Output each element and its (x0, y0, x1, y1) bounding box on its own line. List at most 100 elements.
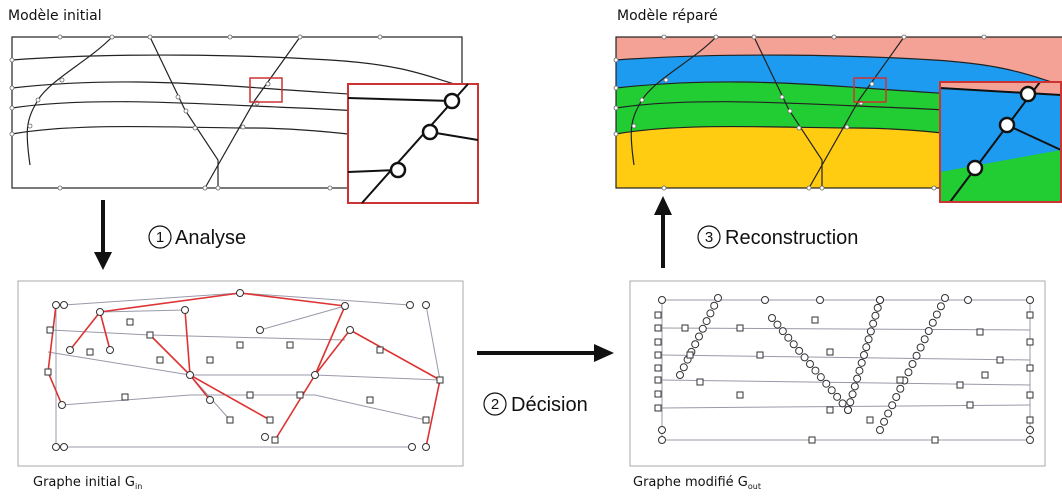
node (655, 377, 661, 383)
node (817, 374, 824, 381)
node (1027, 312, 1033, 318)
zoom-marker (250, 78, 282, 102)
node (207, 357, 213, 363)
node (807, 361, 814, 368)
node (207, 397, 214, 404)
node (147, 332, 153, 338)
node (865, 336, 872, 343)
node (874, 304, 881, 311)
node (655, 391, 661, 397)
node (762, 297, 769, 304)
node (377, 347, 383, 353)
node (823, 380, 830, 387)
node (407, 302, 414, 309)
node (867, 417, 873, 423)
node (67, 347, 74, 354)
node (929, 319, 936, 326)
step: 1 Analyse (149, 226, 246, 249)
node (965, 297, 972, 304)
node (655, 339, 661, 345)
node (937, 303, 944, 310)
node (61, 302, 68, 309)
node (933, 311, 940, 318)
node (342, 303, 349, 310)
node (122, 394, 128, 400)
node (423, 417, 429, 423)
node (812, 317, 818, 323)
step: 3 Reconstruction (698, 226, 858, 249)
node (53, 444, 60, 451)
node (827, 407, 833, 413)
node (847, 399, 854, 406)
node (997, 357, 1003, 363)
node (737, 325, 743, 331)
step-number: 3 (705, 229, 713, 246)
node (59, 402, 66, 409)
node (655, 405, 661, 411)
panel-title: Modèle initial (8, 8, 102, 24)
node (247, 392, 253, 398)
node (849, 391, 856, 398)
node (61, 444, 68, 451)
node (872, 312, 879, 319)
node (889, 402, 896, 409)
node (913, 352, 920, 359)
node (267, 417, 273, 423)
node (423, 444, 430, 451)
node (856, 367, 863, 374)
node (921, 336, 928, 343)
node (1027, 339, 1033, 345)
node (237, 342, 243, 348)
node (696, 333, 703, 340)
node (845, 407, 852, 414)
node (897, 385, 904, 392)
node (909, 361, 916, 368)
node (982, 372, 988, 378)
node (877, 297, 884, 304)
node (53, 302, 60, 309)
node (655, 352, 661, 358)
step-label: Analyse (175, 227, 246, 249)
node (687, 352, 693, 358)
node (655, 365, 661, 371)
node (932, 437, 938, 443)
panel-title: Modèle réparé (617, 8, 718, 24)
node (699, 325, 706, 332)
step-number: 2 (491, 396, 499, 413)
node (870, 320, 877, 327)
node (917, 344, 924, 351)
node (1027, 437, 1034, 444)
node (1027, 417, 1033, 423)
node (1027, 427, 1034, 434)
node (287, 342, 293, 348)
node (881, 418, 888, 425)
node (779, 328, 786, 335)
node (272, 437, 278, 443)
node (785, 334, 792, 341)
node (107, 347, 114, 354)
step-label: Décision (511, 394, 588, 416)
node (1027, 365, 1033, 371)
node (809, 437, 815, 443)
node (312, 372, 319, 379)
node (682, 325, 688, 331)
node (409, 444, 416, 451)
zoom-inset (940, 82, 1061, 202)
node (659, 297, 666, 304)
node (867, 328, 874, 335)
figure: Modèle initial Modèle réparé 1 Analyse 2 (0, 0, 1062, 496)
node (885, 410, 892, 417)
graph-caption: Graphe initial Gin (33, 475, 142, 491)
node (942, 295, 949, 302)
node (977, 329, 983, 335)
step-label: Reconstruction (725, 227, 858, 249)
node (967, 402, 973, 408)
node (817, 297, 824, 304)
node (655, 312, 661, 318)
node (774, 321, 781, 328)
node (905, 369, 912, 376)
node (1027, 297, 1034, 304)
node (828, 387, 835, 394)
node (851, 383, 858, 390)
node (297, 392, 303, 398)
